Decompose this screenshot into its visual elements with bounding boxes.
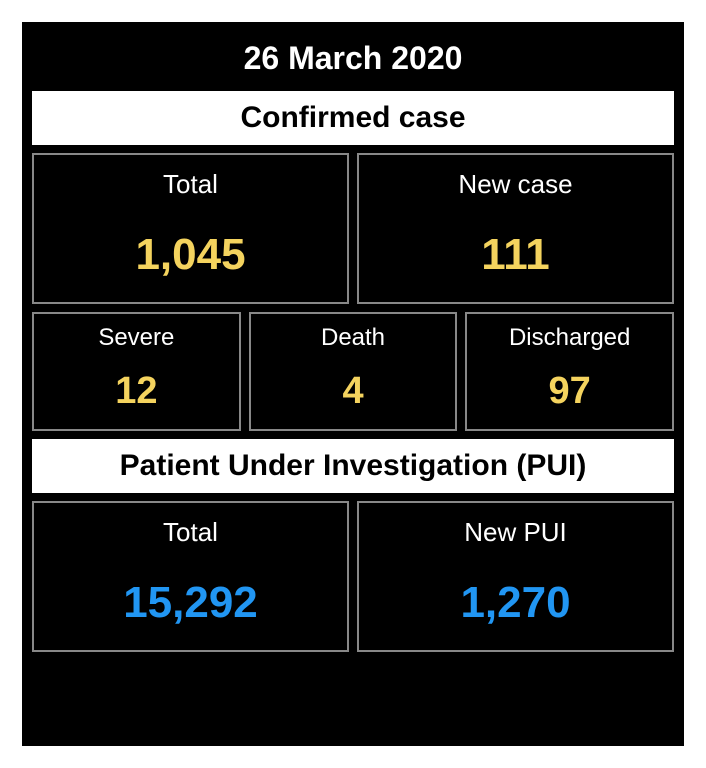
discharged-cell: Discharged 97 <box>465 312 674 431</box>
pui-new-value: 1,270 <box>359 578 672 628</box>
confirmed-total-label: Total <box>34 169 347 200</box>
severe-value: 12 <box>34 370 239 413</box>
discharged-label: Discharged <box>467 324 672 352</box>
pui-row-1: Total 15,292 New PUI 1,270 <box>30 501 676 652</box>
pui-new-cell: New PUI 1,270 <box>357 501 674 652</box>
discharged-value: 97 <box>467 370 672 413</box>
confirmed-row-2: Severe 12 Death 4 Discharged 97 <box>30 312 676 431</box>
death-label: Death <box>251 324 456 352</box>
pui-total-cell: Total 15,292 <box>32 501 349 652</box>
confirmed-new-label: New case <box>359 169 672 200</box>
death-cell: Death 4 <box>249 312 458 431</box>
confirmed-section-header: Confirmed case <box>32 91 674 145</box>
pui-section-header: Patient Under Investigation (PUI) <box>32 439 674 493</box>
date-header: 26 March 2020 <box>30 30 676 91</box>
pui-total-value: 15,292 <box>34 578 347 628</box>
pui-total-label: Total <box>34 517 347 548</box>
confirmed-new-cell: New case 111 <box>357 153 674 304</box>
dashboard-container: 26 March 2020 Confirmed case Total 1,045… <box>22 22 684 746</box>
confirmed-new-value: 111 <box>359 230 672 280</box>
confirmed-total-value: 1,045 <box>34 230 347 280</box>
severe-label: Severe <box>34 324 239 352</box>
death-value: 4 <box>251 370 456 413</box>
severe-cell: Severe 12 <box>32 312 241 431</box>
confirmed-total-cell: Total 1,045 <box>32 153 349 304</box>
confirmed-row-1: Total 1,045 New case 111 <box>30 153 676 304</box>
pui-new-label: New PUI <box>359 517 672 548</box>
